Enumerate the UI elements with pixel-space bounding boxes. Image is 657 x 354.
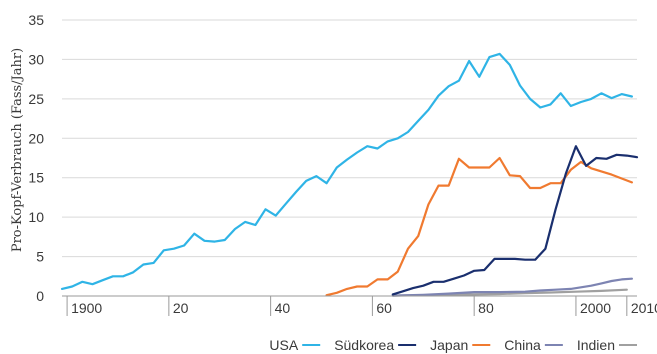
gridlines [62, 19, 637, 258]
series-lines [60, 52, 639, 297]
x-tick-label: 1900 [71, 300, 102, 316]
legend-label-japan: Japan [430, 337, 468, 353]
legend: USA Südkorea Japan China Indien [269, 337, 637, 353]
y-tick-label: 15 [28, 170, 44, 186]
legend-label-china: China [504, 337, 541, 353]
axes: 0 5 10 15 20 25 30 35 1900 20 40 60 80 2000 2010 [28, 12, 657, 316]
series-line-südkorea [391, 145, 639, 296]
x-tick-label: 40 [275, 300, 291, 316]
x-tick-label: 2010 [631, 300, 657, 316]
y-tick-label: 30 [28, 51, 44, 67]
legend-label-südkorea: Südkorea [334, 337, 394, 353]
y-tick-label: 20 [28, 130, 44, 146]
y-tick-label: 10 [28, 209, 44, 225]
series-line-usa [60, 52, 633, 290]
y-axis-label: Pro-Kopf-Verbrauch (Fass/Jahr) [10, 48, 25, 252]
y-tick-label: 25 [28, 91, 44, 107]
y-tick-label: 5 [36, 249, 44, 265]
legend-label-indien: Indien [577, 337, 615, 353]
series-line-japan [325, 156, 633, 297]
series-line-china [391, 277, 633, 297]
y-tick-label: 35 [28, 12, 44, 28]
x-tick-label: 80 [478, 300, 494, 316]
y-tick-label: 0 [36, 288, 44, 304]
x-tick-label: 20 [173, 300, 189, 316]
x-tick-label: 60 [376, 300, 392, 316]
legend-label-usa: USA [269, 337, 298, 353]
x-tick-label: 2000 [580, 300, 611, 316]
